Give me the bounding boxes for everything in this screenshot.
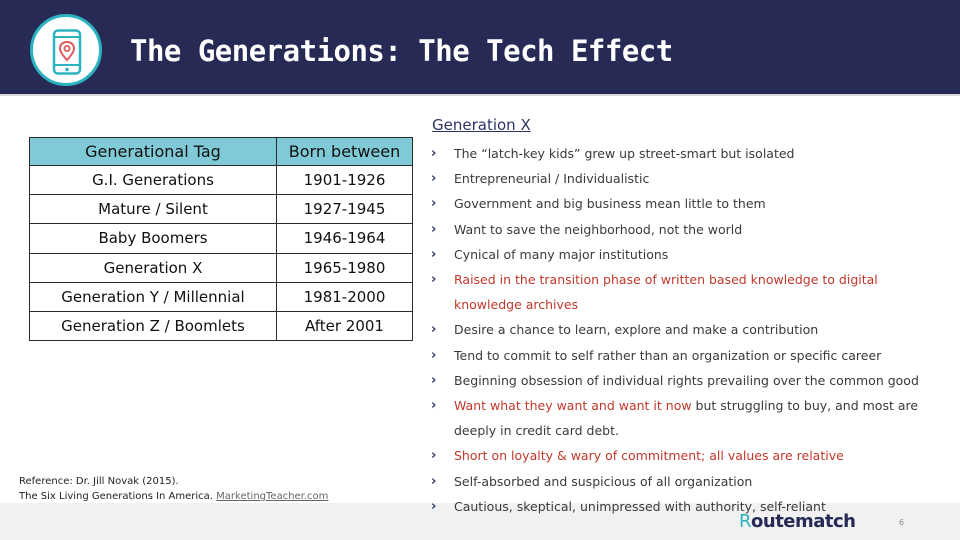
chevron-right-icon: › [431,196,437,212]
list-item: › Beginning obsession of individual right… [431,368,946,393]
generation-x-bullets: › The “latch-key kids” grew up street-sma… [431,141,946,519]
chevron-right-icon: › [431,347,437,363]
table-row: Generation X 1965-1980 [29,252,413,283]
cell-tag: Generation X [29,252,277,283]
chevron-right-icon: › [431,498,437,514]
cell-born: After 2001 [276,310,413,342]
chevron-right-icon: › [431,221,437,237]
chevron-right-icon: › [431,322,437,338]
cell-tag: Generation Z / Boomlets [29,310,277,342]
chevron-right-icon: › [431,372,437,388]
cell-tag: G.I. Generations [29,164,277,196]
list-item: › Short on loyalty & wary of commitment; … [431,443,946,468]
list-item: › Cautious, skeptical, unimpressed with a… [431,494,946,519]
page-number: 6 [899,518,905,527]
column-header-born: Born between [276,137,413,166]
cell-tag: Generation Y / Millennial [29,281,277,312]
brand-logo: Routematch [739,511,856,532]
reference-note: Reference: Dr. Jill Novak (2015). The Si… [19,474,328,504]
chevron-right-icon: › [431,448,437,464]
table-row: Baby Boomers 1946-1964 [29,223,413,254]
chevron-right-icon: › [431,171,437,187]
column-header-tag: Generational Tag [29,137,277,166]
cell-born: 1927-1945 [276,194,413,225]
table-header-row: Generational Tag Born between [29,137,413,166]
reference-line-2: The Six Living Generations In America. M… [19,491,329,502]
header-bar: The Generations: The Tech Effect [0,0,960,96]
cell-tag: Mature / Silent [29,194,277,225]
reference-link[interactable]: MarketingTeacher.com [216,491,329,502]
list-item: › The “latch-key kids” grew up street-sma… [431,141,946,166]
cell-tag: Baby Boomers [29,223,277,254]
list-item: › Entrepreneurial / Individualistic [431,166,946,191]
footer-band [0,503,960,540]
cell-born: 1946-1964 [276,223,413,254]
chevron-right-icon: › [431,473,437,489]
generation-x-heading: Generation X [432,116,531,134]
chevron-right-icon: › [431,146,437,161]
logo [30,14,102,86]
list-item: › Cynical of many major institutions [431,242,946,267]
list-item: › Want to save the neighborhood, not the … [431,217,946,242]
table-row: G.I. Generations 1901-1926 [29,164,413,196]
chevron-right-icon: › [431,272,437,288]
cell-born: 1981-2000 [276,281,413,312]
phone-location-pin-icon [52,29,82,75]
table-row: Generation Z / Boomlets After 2001 [29,310,413,342]
list-item: › Self-absorbed and suspicious of all org… [431,469,946,494]
list-item: › Government and big business mean little… [431,191,946,216]
cell-born: 1965-1980 [276,252,413,283]
reference-line-1: Reference: Dr. Jill Novak (2015). [19,476,179,487]
list-item: › Raised in the transition phase of writt… [431,267,946,317]
chevron-right-icon: › [431,246,437,262]
chevron-right-icon: › [431,398,437,414]
cell-born: 1901-1926 [276,164,413,196]
list-item: › Tend to commit to self rather than an o… [431,343,946,368]
page-title: The Generations: The Tech Effect [130,34,673,68]
table-row: Mature / Silent 1927-1945 [29,194,413,225]
list-item: › Desire a chance to learn, explore and m… [431,317,946,342]
list-item: › Want what they want and want it now but… [431,393,946,443]
generations-table: Generational Tag Born between G.I. Gener… [29,137,413,342]
table-row: Generation Y / Millennial 1981-2000 [29,281,413,312]
